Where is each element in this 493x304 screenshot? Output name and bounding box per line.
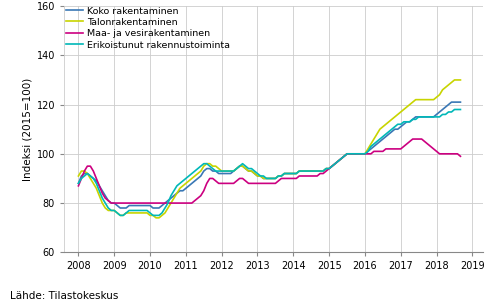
Talonrakentaminen (305, 169, 311, 173)
Line: Erikoistunut rakennustoiminta: Erikoistunut rakennustoiminta (78, 109, 460, 215)
Maa- ja vesirakentaminen (458, 154, 463, 158)
Talonrakentaminen (380, 125, 386, 129)
Maa- ja vesirakentaminen (416, 137, 422, 141)
Erikoistunut rakennustoiminta (183, 177, 189, 180)
Talonrakentaminen (458, 78, 463, 82)
Maa- ja vesirakentaminen (93, 177, 99, 180)
Erikoistunut rakennustoiminta (413, 118, 419, 121)
Maa- ja vesirakentaminen (279, 177, 284, 180)
Line: Talonrakentaminen: Talonrakentaminen (78, 80, 460, 218)
Line: Maa- ja vesirakentaminen: Maa- ja vesirakentaminen (78, 139, 460, 203)
Maa- ja vesirakentaminen (380, 150, 386, 153)
Erikoistunut rakennustoiminta (305, 169, 311, 173)
Koko rakentaminen (117, 206, 123, 210)
Talonrakentaminen (93, 186, 99, 190)
Line: Koko rakentaminen: Koko rakentaminen (78, 102, 460, 208)
Koko rakentaminen (380, 137, 386, 141)
Koko rakentaminen (413, 115, 419, 119)
Talonrakentaminen (452, 78, 458, 82)
Talonrakentaminen (153, 216, 159, 220)
Erikoistunut rakennustoiminta (452, 108, 458, 111)
Koko rakentaminen (183, 186, 189, 190)
Koko rakentaminen (458, 100, 463, 104)
Erikoistunut rakennustoiminta (380, 135, 386, 138)
Talonrakentaminen (183, 181, 189, 185)
Koko rakentaminen (93, 179, 99, 183)
Erikoistunut rakennustoiminta (458, 108, 463, 111)
Legend: Koko rakentaminen, Talonrakentaminen, Maa- ja vesirakentaminen, Erikoistunut rak: Koko rakentaminen, Talonrakentaminen, Ma… (66, 7, 230, 50)
Erikoistunut rakennustoiminta (279, 174, 284, 178)
Y-axis label: Indeksi (2015=100): Indeksi (2015=100) (22, 78, 33, 181)
Maa- ja vesirakentaminen (305, 174, 311, 178)
Maa- ja vesirakentaminen (410, 137, 416, 141)
Erikoistunut rakennustoiminta (117, 213, 123, 217)
Talonrakentaminen (413, 98, 419, 102)
Maa- ja vesirakentaminen (75, 184, 81, 188)
Talonrakentaminen (75, 174, 81, 178)
Erikoistunut rakennustoiminta (75, 181, 81, 185)
Koko rakentaminen (449, 100, 455, 104)
Text: Lähde: Tilastokeskus: Lähde: Tilastokeskus (10, 291, 118, 301)
Maa- ja vesirakentaminen (108, 201, 114, 205)
Talonrakentaminen (279, 174, 284, 178)
Maa- ja vesirakentaminen (183, 201, 189, 205)
Koko rakentaminen (305, 169, 311, 173)
Erikoistunut rakennustoiminta (93, 181, 99, 185)
Koko rakentaminen (279, 174, 284, 178)
Koko rakentaminen (75, 181, 81, 185)
